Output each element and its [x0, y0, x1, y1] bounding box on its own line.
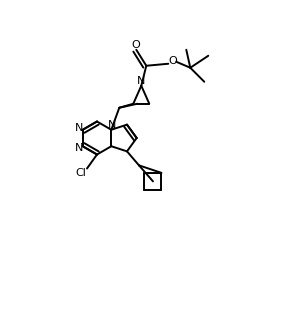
Text: O: O	[168, 56, 177, 66]
Text: Cl: Cl	[76, 168, 87, 178]
Text: N: N	[108, 120, 116, 130]
Text: N: N	[137, 76, 146, 86]
Text: N: N	[75, 143, 83, 153]
Text: O: O	[131, 40, 140, 50]
Text: N: N	[75, 123, 83, 133]
